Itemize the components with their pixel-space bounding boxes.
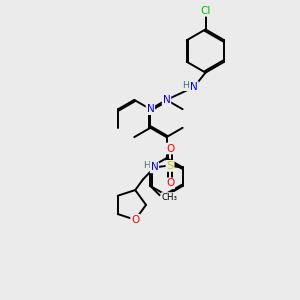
Text: O: O <box>131 215 140 225</box>
Text: O: O <box>166 178 174 188</box>
Text: H: H <box>143 161 150 170</box>
Text: S: S <box>167 161 174 171</box>
Text: N: N <box>190 82 198 92</box>
Text: H: H <box>182 81 189 90</box>
Text: N: N <box>151 162 158 172</box>
Text: CH₃: CH₃ <box>162 193 178 202</box>
Text: O: O <box>166 143 174 154</box>
Text: N: N <box>146 104 154 114</box>
Text: N: N <box>163 95 170 105</box>
Text: Cl: Cl <box>200 6 211 16</box>
